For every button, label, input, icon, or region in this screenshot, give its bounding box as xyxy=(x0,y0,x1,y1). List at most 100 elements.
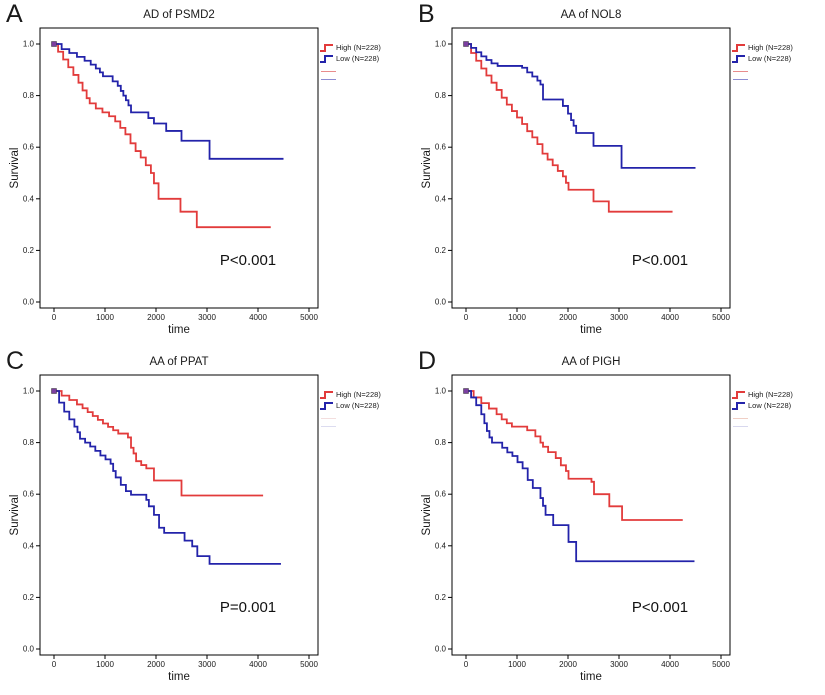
svg-text:0.6: 0.6 xyxy=(23,490,35,499)
svg-text:1000: 1000 xyxy=(96,660,114,669)
low-censor-line-icon xyxy=(733,426,748,427)
svg-text:0.4: 0.4 xyxy=(435,541,447,550)
svg-text:0: 0 xyxy=(52,660,57,669)
svg-text:0.8: 0.8 xyxy=(23,91,35,100)
high-censor-line-icon xyxy=(321,71,336,72)
high-curve-icon xyxy=(732,43,745,52)
svg-text:0.8: 0.8 xyxy=(23,438,35,447)
legend-label-low: Low (N=228) xyxy=(336,54,380,63)
svg-text:0.6: 0.6 xyxy=(435,490,447,499)
svg-text:1000: 1000 xyxy=(508,313,526,322)
svg-text:0.0: 0.0 xyxy=(435,645,447,654)
svg-text:5000: 5000 xyxy=(300,313,318,322)
survival-plot: 0 1000 2000 3000 4000 5000 1.0 0.8 0.6 0.4 0.2 0.0 xyxy=(435,374,731,669)
panel-b: B AA of NOL8 0 1000 2000 3000 4000 5000 1.0 0.8… xyxy=(412,0,824,347)
high-censor-line-icon xyxy=(733,418,748,419)
svg-text:1.0: 1.0 xyxy=(435,40,447,49)
svg-text:2000: 2000 xyxy=(559,313,577,322)
svg-text:1.0: 1.0 xyxy=(435,387,447,396)
y-axis-label: Survival xyxy=(421,147,433,189)
svg-text:0.2: 0.2 xyxy=(435,593,447,602)
legend-label-high: High (N=228) xyxy=(336,43,381,52)
panel-c: C AA of PPAT 0 1000 2000 3000 4000 5000 1.0 0.8… xyxy=(0,347,412,694)
svg-text:4000: 4000 xyxy=(661,660,679,669)
svg-text:0.8: 0.8 xyxy=(435,438,447,447)
survival-plot: 0 1000 2000 3000 4000 5000 1.0 0.8 0.6 0.4 0.2 0.0 xyxy=(435,27,731,322)
svg-text:3000: 3000 xyxy=(610,660,628,669)
svg-text:0.4: 0.4 xyxy=(23,541,35,550)
panel-letter: D xyxy=(418,347,437,375)
p-value: P<0.001 xyxy=(219,252,277,269)
low-censor-line-icon xyxy=(321,79,336,80)
legend: High (N=228) Low (N=228) xyxy=(320,389,412,427)
svg-text:0.6: 0.6 xyxy=(23,143,35,152)
low-curve-icon xyxy=(320,401,333,410)
legend-item-high: High (N=228) xyxy=(732,42,824,53)
svg-text:0: 0 xyxy=(52,313,57,322)
legend: High (N=228) Low (N=228) xyxy=(732,42,824,80)
svg-text:0.0: 0.0 xyxy=(23,645,35,654)
legend-item-low: Low (N=228) xyxy=(320,400,412,411)
x-axis-label: time xyxy=(168,324,190,336)
legend-label-low: Low (N=228) xyxy=(748,401,792,410)
legend-label-high: High (N=228) xyxy=(748,43,793,52)
high-censor-line-icon xyxy=(733,71,748,72)
legend-label-low: Low (N=228) xyxy=(336,401,380,410)
panel-title: AD of PSMD2 xyxy=(143,9,215,21)
svg-text:5000: 5000 xyxy=(712,313,730,322)
svg-text:0.2: 0.2 xyxy=(435,246,447,255)
svg-text:2000: 2000 xyxy=(147,313,165,322)
svg-text:0.6: 0.6 xyxy=(435,143,447,152)
svg-text:5000: 5000 xyxy=(300,660,318,669)
svg-text:1000: 1000 xyxy=(96,313,114,322)
panel-title: AA of NOL8 xyxy=(560,9,622,21)
svg-text:1.0: 1.0 xyxy=(23,387,35,396)
legend-item-low: Low (N=228) xyxy=(732,400,824,411)
legend-item-high: High (N=228) xyxy=(732,389,824,400)
svg-text:4000: 4000 xyxy=(249,313,267,322)
panel-letter: C xyxy=(6,347,25,375)
low-curve-icon xyxy=(320,54,333,63)
legend-item-low: Low (N=228) xyxy=(732,53,824,64)
y-axis-label: Survival xyxy=(421,494,433,536)
svg-text:0.8: 0.8 xyxy=(435,91,447,100)
panel-title: AA of PPAT xyxy=(149,356,209,368)
svg-text:1.0: 1.0 xyxy=(23,40,35,49)
svg-text:4000: 4000 xyxy=(661,313,679,322)
x-axis-label: time xyxy=(580,324,602,336)
legend-label-high: High (N=228) xyxy=(748,390,793,399)
legend-item-high: High (N=228) xyxy=(320,42,412,53)
legend-label-high: High (N=228) xyxy=(336,390,381,399)
svg-text:2000: 2000 xyxy=(559,660,577,669)
p-value: P<0.001 xyxy=(631,252,689,269)
p-value: P=0.001 xyxy=(219,599,277,616)
low-censor-line-icon xyxy=(733,79,748,80)
panel-a: A AD of PSMD2 0 1000 2000 3000 4000 5000 1.0 0.… xyxy=(0,0,412,347)
low-curve-icon xyxy=(732,401,745,410)
high-censor-line-icon xyxy=(321,418,336,419)
p-value: P<0.001 xyxy=(631,599,689,616)
high-curve-icon xyxy=(320,43,333,52)
survival-plot: 0 1000 2000 3000 4000 5000 1.0 0.8 0.6 0.4 0.2 0.0 xyxy=(23,27,319,322)
survival-plot: 0 1000 2000 3000 4000 5000 1.0 0.8 0.6 0.4 0.2 0.0 xyxy=(23,374,319,669)
svg-text:0.0: 0.0 xyxy=(23,298,35,307)
y-axis-label: Survival xyxy=(9,494,21,536)
x-axis-label: time xyxy=(580,671,602,683)
high-curve-icon xyxy=(320,390,333,399)
low-censor-line-icon xyxy=(321,426,336,427)
high-curve-icon xyxy=(732,390,745,399)
legend-item-low: Low (N=228) xyxy=(320,53,412,64)
svg-text:0.2: 0.2 xyxy=(23,593,35,602)
panel-letter: A xyxy=(6,0,23,28)
svg-text:3000: 3000 xyxy=(198,313,216,322)
svg-text:0.2: 0.2 xyxy=(23,246,35,255)
svg-text:0: 0 xyxy=(464,660,469,669)
y-axis-label: Survival xyxy=(9,147,21,189)
svg-text:2000: 2000 xyxy=(147,660,165,669)
legend-item-high: High (N=228) xyxy=(320,389,412,400)
svg-text:0.4: 0.4 xyxy=(435,194,447,203)
low-curve-icon xyxy=(732,54,745,63)
panel-title: AA of PIGH xyxy=(561,356,621,368)
legend-label-low: Low (N=228) xyxy=(748,54,792,63)
